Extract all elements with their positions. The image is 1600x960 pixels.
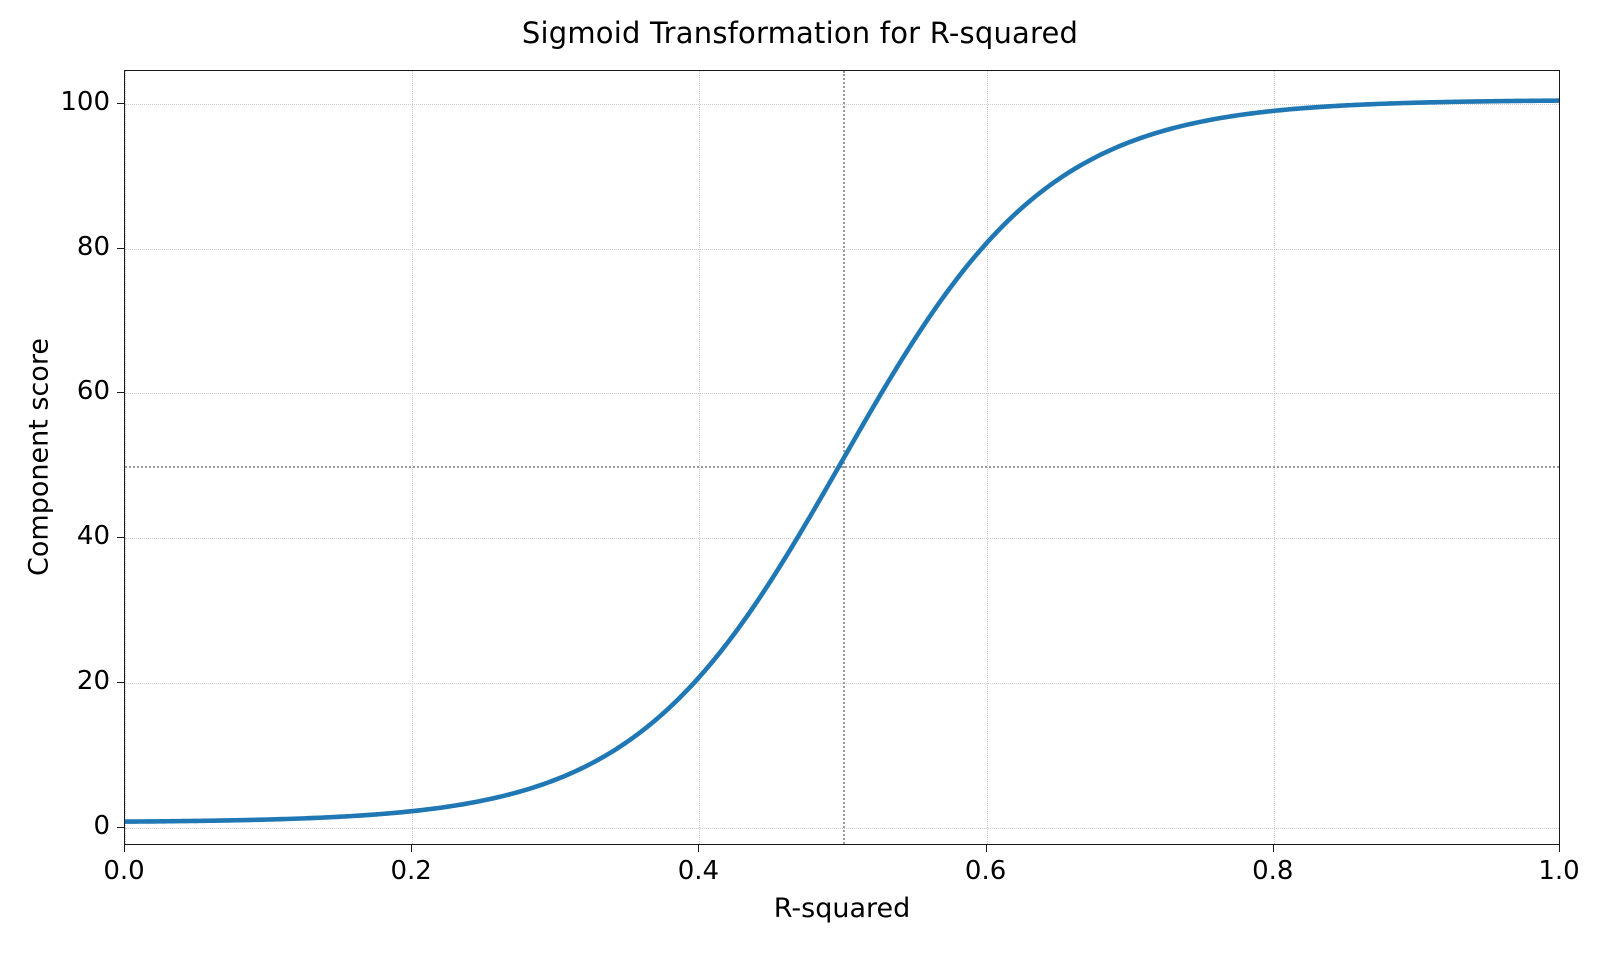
xtick-mark [1559, 845, 1560, 852]
ytick-mark [117, 392, 124, 394]
xtick-label: 0.8 [1252, 856, 1294, 886]
x-axis-label: R-squared [773, 893, 911, 924]
ytick-label: 20 [76, 666, 110, 696]
xtick-mark [124, 845, 125, 852]
gridline-vertical [1559, 71, 1560, 844]
ytick-label: 40 [76, 521, 110, 552]
plot-area [124, 70, 1560, 845]
xtick-mark [985, 845, 987, 852]
ytick-mark [117, 826, 124, 828]
ytick-mark [117, 102, 124, 104]
ytick-label: 60 [76, 376, 110, 407]
sigmoid-curve [125, 98, 1559, 824]
ytick-mark [117, 247, 124, 249]
xtick-mark [411, 845, 413, 852]
reference-line-horizontal-y50 [125, 465, 1559, 468]
y-axis-label: Component score [23, 338, 55, 576]
ytick-label: 100 [60, 86, 110, 117]
ytick-label: 80 [76, 231, 110, 262]
ytick-mark [117, 537, 124, 539]
ytick-mark [117, 682, 124, 683]
xtick-label: 1.0 [1538, 856, 1580, 886]
xtick-label: 0.4 [677, 856, 720, 886]
chart-title: Sigmoid Transformation for R-squared [521, 16, 1079, 50]
xtick-mark [698, 845, 700, 852]
xtick-mark [1272, 845, 1274, 852]
ytick-label: 0 [93, 810, 110, 841]
xtick-label: 0.0 [103, 856, 145, 886]
xtick-label: 0.2 [390, 856, 432, 886]
xtick-label: 0.6 [964, 856, 1007, 886]
